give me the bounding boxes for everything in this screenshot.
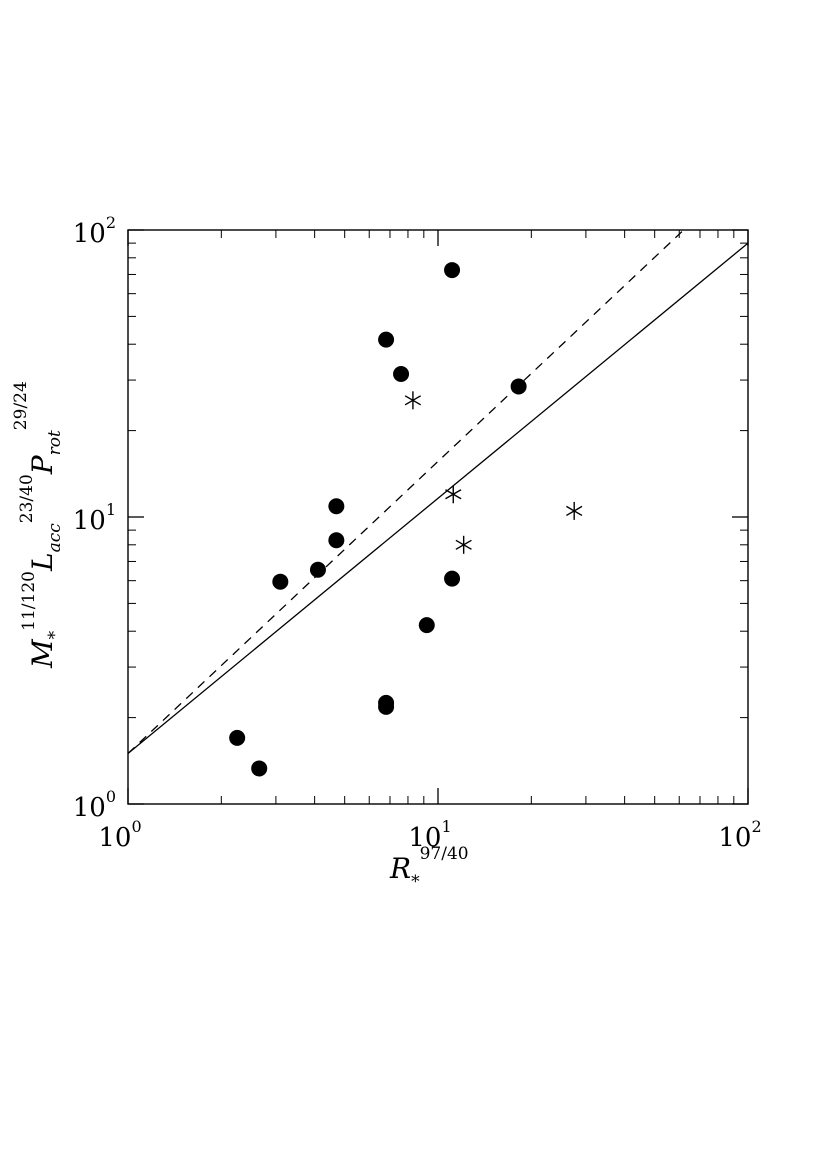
y-tick-label: 101 (73, 500, 116, 536)
x-tick-label: 102 (718, 817, 761, 853)
data-point-circle (378, 331, 395, 348)
y-tick-label: 102 (73, 213, 116, 249)
solid-fit-line (127, 242, 749, 754)
data-point-circle (393, 365, 410, 382)
data-point-circle (251, 760, 268, 777)
fit-lines (127, 229, 749, 754)
dashed-fit-line (127, 229, 685, 754)
data-point-asterisk (445, 485, 462, 504)
data-point-circle (229, 729, 246, 746)
data-point-circle (510, 378, 527, 395)
x-tick-label: 101 (408, 817, 451, 853)
data-point-circle (444, 262, 461, 279)
data-point-circle (309, 561, 326, 578)
data-point-circle (378, 694, 395, 711)
x-tick-label: 100 (98, 817, 141, 853)
data-point-circle (328, 498, 345, 515)
data-point-circle (272, 573, 289, 590)
data-point-circle (418, 617, 435, 634)
minor-ticks (128, 230, 748, 804)
data-point-asterisk (566, 501, 583, 520)
data-point-circle (328, 532, 345, 549)
major-ticks (127, 229, 749, 805)
data-points (229, 262, 583, 777)
y-tick-label: 100 (73, 787, 116, 823)
data-point-asterisk (455, 535, 472, 554)
data-point-circle (444, 570, 461, 587)
y-axis-label: M*11/120Lacc23/40Prot29/24 (11, 381, 65, 669)
x-axis-label: R*97/40 (389, 844, 469, 892)
plot-frame (127, 229, 749, 805)
tick-labels: 100 101 102 100 101 102 (73, 213, 762, 853)
data-point-asterisk (404, 391, 422, 410)
